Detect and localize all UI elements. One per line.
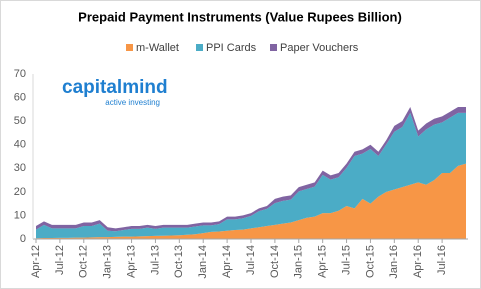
x-tick-label: Jul-16 [436,245,448,275]
x-tick-label: Jan-13 [102,245,114,279]
legend-swatch [126,44,133,51]
legend: m-Wallet PPI Cards Paper Vouchers [126,42,359,54]
y-tick-label: 0 [20,233,26,245]
x-tick-label: Apr-12 [30,245,42,278]
y-tick-label: 20 [14,186,26,198]
watermark-name: capitalmind [62,77,168,98]
x-tick-label: Jan-14 [197,245,209,279]
y-tick-label: 60 [14,91,26,103]
x-tick-label: Oct-12 [78,245,90,278]
y-tick-label: 30 [14,162,26,174]
y-tick-label: 50 [14,115,26,127]
chart-title: Prepaid Payment Instruments (Value Rupee… [78,9,402,24]
x-tick-label: Jul-12 [54,245,66,275]
x-tick-label: Jul-14 [245,245,257,275]
x-tick-label: Jul-13 [149,245,161,275]
x-tick-label: Jan-16 [388,245,400,279]
x-tick-label: Apr-16 [412,245,424,278]
watermark-tagline: active investing [105,98,160,107]
legend-text: PPI Cards [206,42,257,54]
legend-swatch [196,44,203,51]
legend-text: Paper Vouchers [280,42,359,54]
y-tick-label: 70 [14,68,26,80]
area [36,112,466,239]
x-tick-label: Oct-14 [269,245,281,278]
x-tick-label: Apr-14 [221,245,233,278]
x-tick-label: Oct-15 [364,245,376,278]
y-tick-label: 10 [14,209,26,221]
x-tick-label: Jan-15 [293,245,305,279]
x-tick-label: Jul-15 [340,245,352,275]
area [36,163,466,239]
x-tick-label: Oct-13 [173,245,185,278]
x-tick-label: Apr-13 [125,245,137,278]
x-tick-label: Apr-15 [317,245,329,278]
legend-text: m-Wallet [136,42,179,54]
y-tick-label: 40 [14,139,26,151]
legend-swatch [270,44,277,51]
